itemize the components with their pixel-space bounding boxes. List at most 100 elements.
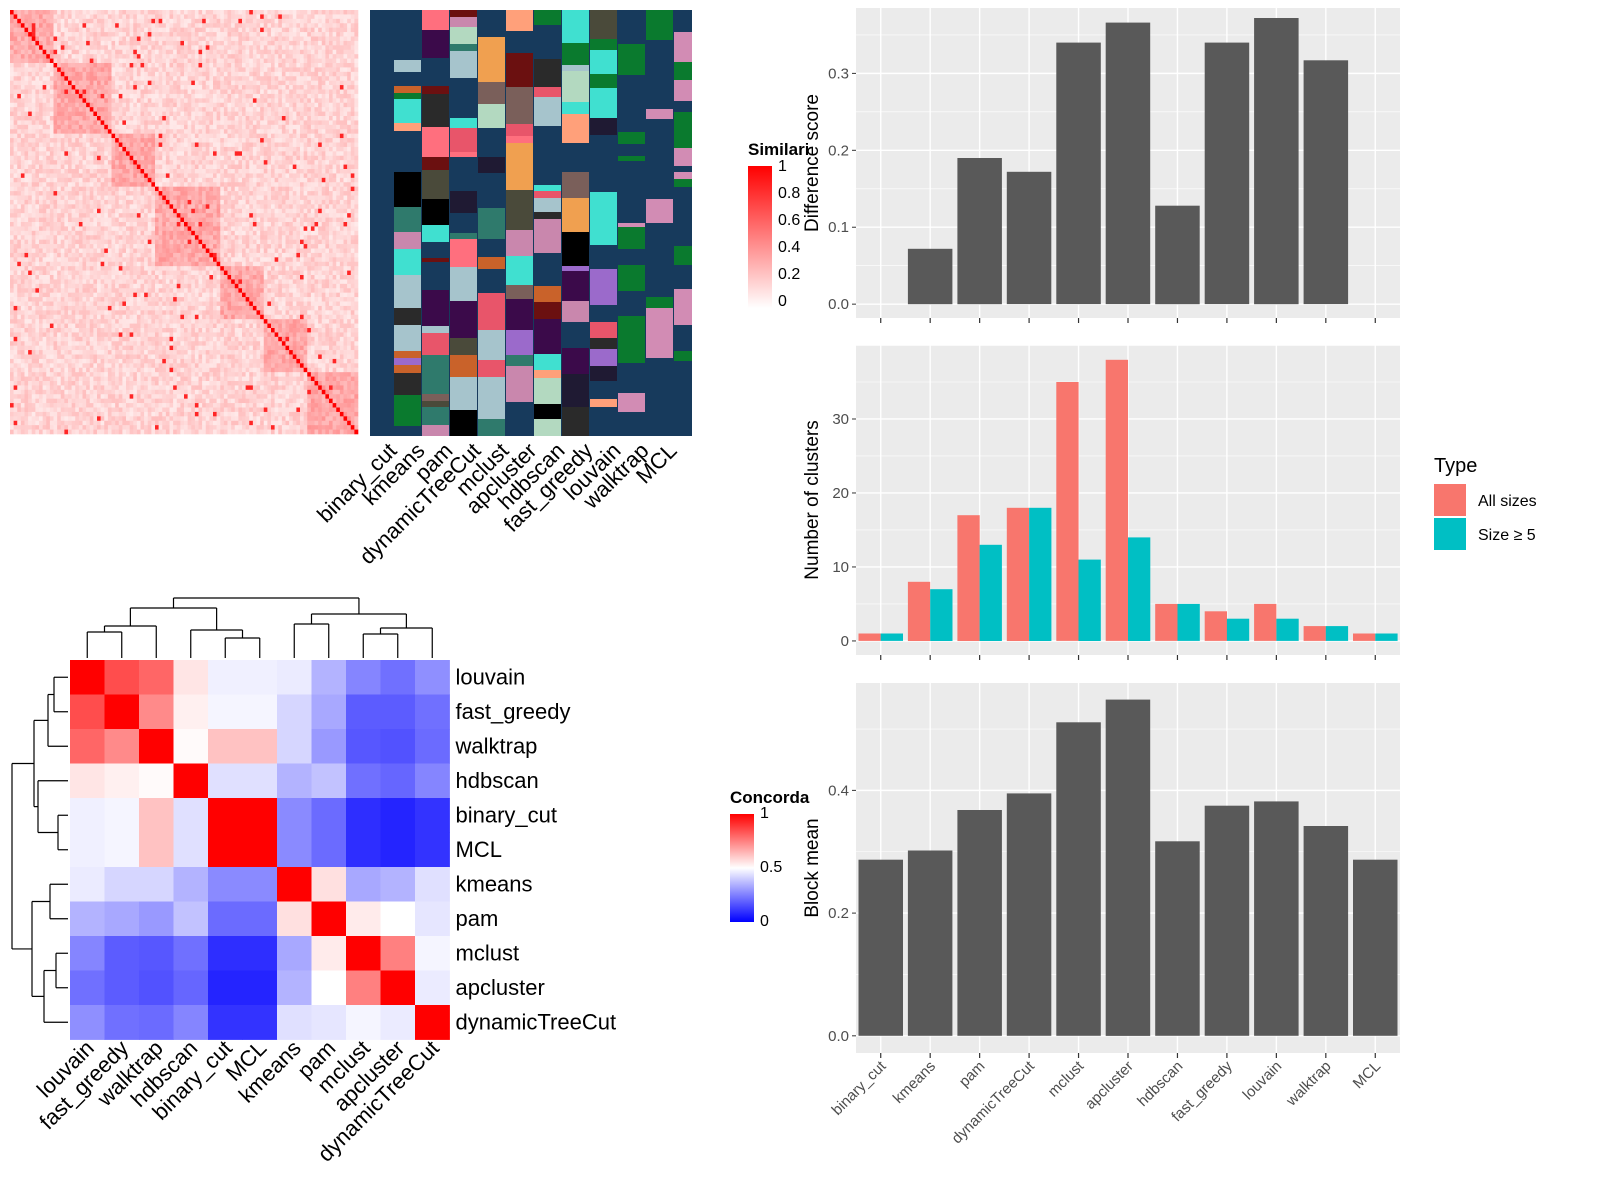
similarity-cell xyxy=(216,54,221,59)
similarity-cell xyxy=(281,173,286,179)
similarity-cell xyxy=(107,195,112,201)
similarity-cell xyxy=(223,85,228,90)
similarity-cell xyxy=(136,142,141,148)
similarity-cell xyxy=(336,10,341,15)
similarity-cell xyxy=(64,18,69,24)
similarity-cell xyxy=(100,85,105,90)
similarity-cell xyxy=(300,27,304,33)
similarity-cell xyxy=(20,111,25,117)
similarity-cell xyxy=(198,199,203,205)
similarity-cell xyxy=(35,217,40,223)
similarity-cell xyxy=(271,191,275,196)
similarity-cell xyxy=(274,138,279,143)
similarity-cell xyxy=(187,32,192,37)
similarity-cell xyxy=(89,45,94,51)
similarity-cell xyxy=(249,98,254,104)
similarity-cell xyxy=(198,142,203,148)
similarity-cell xyxy=(271,93,275,99)
similarity-cell xyxy=(126,217,130,223)
similarity-cell xyxy=(39,182,43,187)
similarity-cell xyxy=(53,164,58,170)
similarity-cell xyxy=(133,173,138,179)
similarity-cell xyxy=(86,177,91,183)
similarity-cell xyxy=(147,40,152,46)
similarity-cell xyxy=(260,58,265,64)
similarity-cell xyxy=(28,235,33,240)
similarity-cell xyxy=(332,142,337,148)
similarity-cell xyxy=(263,204,268,210)
similarity-cell xyxy=(271,111,275,117)
similarity-cell xyxy=(118,213,123,218)
similarity-cell xyxy=(97,169,101,174)
similarity-cell xyxy=(180,18,185,24)
similarity-cell xyxy=(104,98,109,104)
similarity-cell xyxy=(100,14,105,20)
similarity-cell xyxy=(220,107,225,112)
similarity-cell xyxy=(140,208,145,214)
similarity-cell xyxy=(93,160,98,165)
similarity-cell xyxy=(289,89,294,95)
similarity-cell xyxy=(267,80,272,86)
similarity-cell xyxy=(325,93,330,99)
similarity-cell xyxy=(187,235,192,240)
similarity-cell xyxy=(20,27,25,33)
similarity-cell xyxy=(205,120,210,126)
similarity-cell xyxy=(100,36,105,42)
similarity-cell xyxy=(100,124,105,130)
similarity-cell xyxy=(158,124,163,130)
similarity-cell xyxy=(292,146,297,152)
similarity-cell xyxy=(310,18,315,24)
similarity-cell xyxy=(82,14,87,20)
similarity-cell xyxy=(144,102,149,108)
similarity-cell xyxy=(260,89,265,95)
similarity-cell xyxy=(100,204,105,210)
similarity-cell xyxy=(274,32,279,37)
similarity-cell xyxy=(223,76,228,81)
similarity-cell xyxy=(184,226,188,232)
similarity-cell xyxy=(191,58,196,64)
similarity-cell xyxy=(249,76,254,81)
similarity-cell xyxy=(184,89,188,95)
similarity-cell xyxy=(303,36,308,42)
similarity-cell xyxy=(321,36,326,42)
similarity-cell xyxy=(100,23,105,28)
similarity-cell xyxy=(216,14,221,20)
similarity-cell xyxy=(329,32,333,37)
similarity-cell xyxy=(20,76,25,81)
similarity-cell xyxy=(162,18,167,24)
similarity-cell xyxy=(115,124,120,130)
similarity-cell xyxy=(245,226,250,232)
similarity-cell xyxy=(49,222,54,227)
similarity-cell xyxy=(267,32,272,37)
similarity-cell xyxy=(289,213,294,218)
similarity-cell xyxy=(68,217,72,223)
similarity-cell xyxy=(31,102,36,108)
similarity-cell xyxy=(332,63,337,68)
similarity-cell xyxy=(332,14,337,20)
similarity-cell xyxy=(213,93,217,99)
similarity-cell xyxy=(220,80,225,86)
similarity-cell xyxy=(274,155,279,161)
similarity-cell xyxy=(122,102,127,108)
similarity-cell xyxy=(296,182,301,187)
similarity-cell xyxy=(242,151,246,157)
similarity-cell xyxy=(202,93,207,99)
similarity-cell xyxy=(318,160,323,165)
similarity-cell xyxy=(118,32,123,37)
similarity-cell xyxy=(180,58,185,64)
similarity-cell xyxy=(13,208,18,214)
similarity-cell xyxy=(321,226,326,232)
similarity-cell xyxy=(256,151,261,157)
similarity-cell xyxy=(158,14,163,20)
similarity-cell xyxy=(39,58,43,64)
similarity-cell xyxy=(126,146,130,152)
similarity-cell xyxy=(68,40,72,46)
similarity-cell xyxy=(46,14,51,20)
similarity-cell xyxy=(354,67,359,73)
similarity-cell xyxy=(20,93,25,99)
similarity-cell xyxy=(260,10,265,15)
similarity-cell xyxy=(216,80,221,86)
similarity-cell xyxy=(227,58,232,64)
similarity-cell xyxy=(60,58,65,64)
similarity-cell xyxy=(213,18,217,24)
